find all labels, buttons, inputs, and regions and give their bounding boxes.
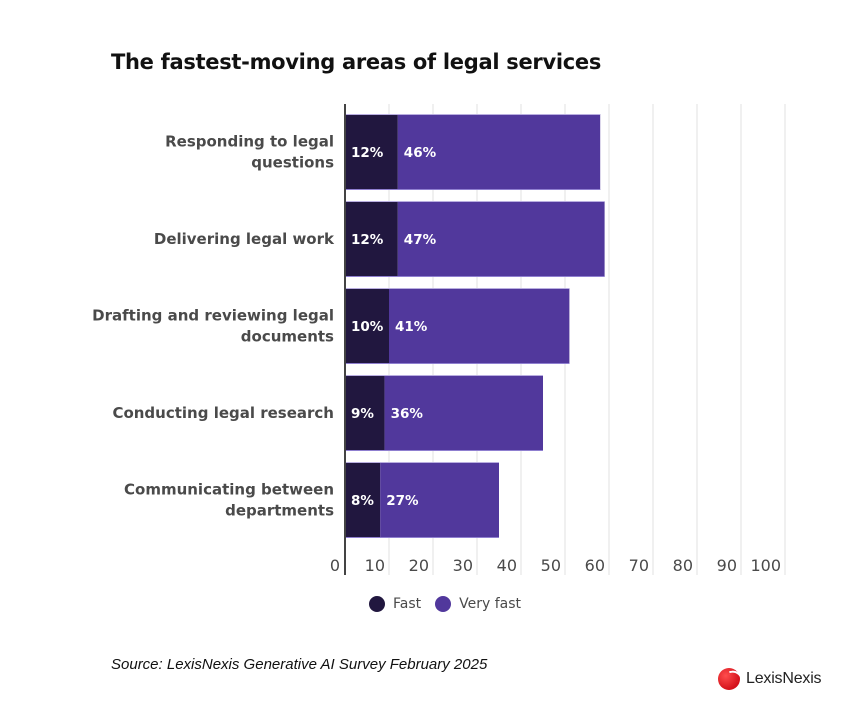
x-tick-label-40: 40 <box>497 556 517 575</box>
x-tick-label-100: 100 <box>750 556 781 575</box>
x-tick-label-30: 30 <box>453 556 473 575</box>
category-label-2: Drafting and reviewing legal documents <box>92 307 334 346</box>
category-label-line: Drafting and reviewing legal <box>92 307 334 325</box>
x-tick-label-0: 0 <box>330 556 340 575</box>
x-tick-label-20: 20 <box>409 556 429 575</box>
bar-label-very-fast-1: 47% <box>404 232 437 248</box>
category-label-line: documents <box>241 328 334 346</box>
bars: 12% 46% 12% 47% 10% 41% 9% 36% 8% 27% <box>345 114 605 538</box>
bar-fast-0 <box>345 114 398 190</box>
legend-item-very-fast: Very fast <box>435 596 521 612</box>
category-label-line: departments <box>225 502 334 520</box>
bar-label-very-fast-3: 36% <box>391 406 424 422</box>
chart-title: The fastest-moving areas of legal servic… <box>111 50 602 74</box>
lexisnexis-logo-icon <box>718 668 740 690</box>
category-label-line: questions <box>251 154 334 172</box>
x-tick-label-50: 50 <box>541 556 561 575</box>
legend-swatch-fast <box>369 596 385 612</box>
x-tick-label-10: 10 <box>365 556 385 575</box>
category-label-4: Communicating between departments <box>124 481 334 520</box>
bar-label-very-fast-4: 27% <box>386 493 419 509</box>
bar-label-fast-1: 12% <box>351 232 384 248</box>
x-tick-label-70: 70 <box>629 556 649 575</box>
bar-chart: 12% 46% 12% 47% 10% 41% 9% 36% 8% 27% Responding … <box>92 104 786 575</box>
bar-label-fast-2: 10% <box>351 319 384 335</box>
lexisnexis-logo-text: LexisNexis <box>746 670 822 687</box>
bar-fast-4 <box>345 462 381 538</box>
source-note: Source: LexisNexis Generative AI Survey … <box>111 656 488 673</box>
bar-fast-2 <box>345 288 389 364</box>
category-label-line: Delivering legal work <box>154 230 335 248</box>
tick-labels: 0 10 20 30 40 50 60 70 80 90 100 <box>330 556 781 575</box>
bar-label-fast-3: 9% <box>351 406 374 422</box>
category-label-0: Responding to legal questions <box>165 133 334 172</box>
category-label-line: Responding to legal <box>165 133 334 151</box>
bar-very-fast-4 <box>380 462 499 538</box>
legend-label-very-fast: Very fast <box>459 596 522 612</box>
bar-fast-1 <box>345 201 398 277</box>
bar-label-very-fast-0: 46% <box>404 145 437 161</box>
bar-very-fast-0 <box>397 114 601 190</box>
bar-very-fast-2 <box>389 288 570 364</box>
bar-label-fast-0: 12% <box>351 145 384 161</box>
legend: Fast Very fast <box>369 596 535 612</box>
bar-fast-3 <box>345 375 385 451</box>
x-tick-label-60: 60 <box>585 556 605 575</box>
bar-very-fast-3 <box>384 375 543 451</box>
category-labels: Responding to legal questions Delivering l… <box>92 133 335 520</box>
category-label-line: Conducting legal research <box>112 404 334 422</box>
lexisnexis-logo: LexisNexis <box>718 668 822 690</box>
x-tick-label-90: 90 <box>717 556 737 575</box>
category-label-3: Conducting legal research <box>112 404 334 422</box>
bar-label-fast-4: 8% <box>351 493 374 509</box>
x-tick-label-80: 80 <box>673 556 693 575</box>
bar-very-fast-1 <box>397 201 605 277</box>
legend-item-fast: Fast <box>369 596 421 612</box>
category-label-1: Delivering legal work <box>154 230 335 248</box>
bar-label-very-fast-2: 41% <box>395 319 428 335</box>
legend-label-fast: Fast <box>393 596 422 612</box>
legend-swatch-very-fast <box>435 596 452 612</box>
category-label-line: Communicating between <box>124 481 334 499</box>
